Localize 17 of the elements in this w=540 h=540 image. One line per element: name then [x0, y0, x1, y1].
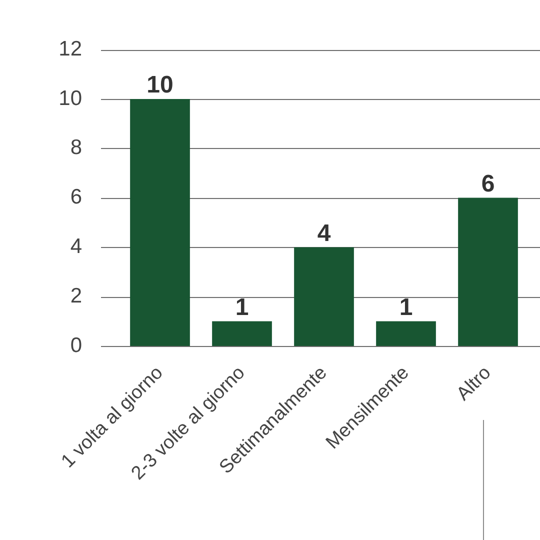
y-tick-label: 12: [58, 37, 82, 60]
y-tick-label: 4: [70, 234, 82, 258]
data-label: 6: [481, 170, 495, 198]
data-label: 10: [146, 72, 174, 99]
bar: [294, 247, 354, 346]
data-label: 1: [235, 294, 249, 321]
y-tick-label: 6: [70, 186, 82, 209]
y-tick-label: 0: [70, 334, 82, 357]
y-tick-label: 2: [70, 284, 82, 308]
data-label: 1: [399, 294, 413, 321]
bar: [212, 321, 272, 346]
y-tick-label: 8: [70, 136, 82, 160]
bar: [376, 321, 436, 346]
y-tick-label: 10: [58, 86, 82, 110]
bar: [130, 99, 190, 346]
bar: [458, 198, 518, 346]
data-label: 4: [317, 220, 332, 247]
